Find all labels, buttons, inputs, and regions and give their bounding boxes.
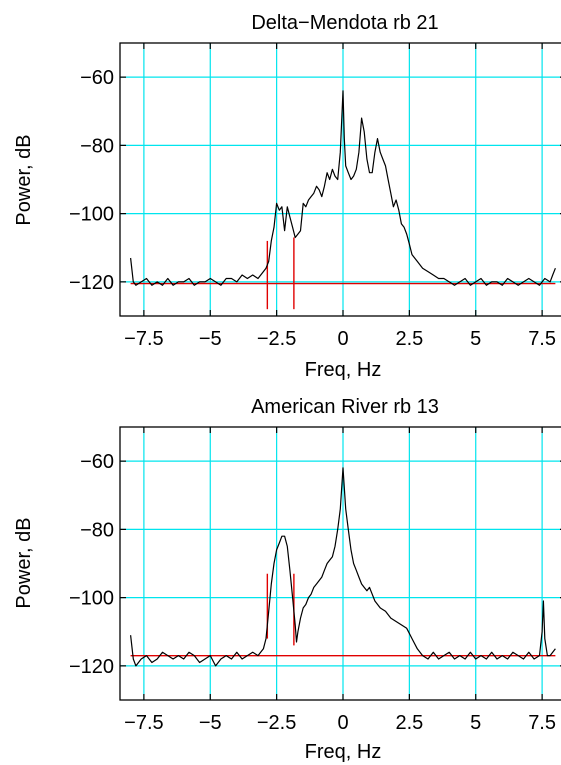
x-tick-label: 5 bbox=[470, 328, 481, 350]
spectrum-trace bbox=[130, 90, 556, 286]
tick-marks bbox=[120, 427, 561, 700]
x-tick-label: 2.5 bbox=[395, 328, 423, 350]
x-axis-label: Freq, Hz bbox=[305, 741, 382, 763]
y-tick-labels: −60 −80 −100 −120 bbox=[69, 451, 114, 678]
chart-title: Delta−Mendota rb 21 bbox=[251, 12, 438, 34]
x-tick-label: 7.5 bbox=[528, 712, 556, 734]
power-spectrum-line bbox=[130, 90, 556, 286]
y-tick-label: −100 bbox=[69, 204, 114, 226]
x-tick-labels: −7.5 −5 −2.5 0 2.5 5 7.5 bbox=[124, 328, 556, 350]
y-tick-label: −100 bbox=[69, 588, 114, 610]
panel-american-river: American River rb 13 −7.5 −5 −2.5 0 2.5 5 7.5 … bbox=[13, 396, 561, 763]
y-axis-label: Power, dB bbox=[13, 517, 35, 608]
y-tick-label: −80 bbox=[80, 135, 114, 157]
y-tick-label: −60 bbox=[80, 451, 114, 473]
x-tick-label: −2.5 bbox=[257, 712, 296, 734]
power-spectrum-line bbox=[130, 467, 556, 667]
x-tick-label: −2.5 bbox=[257, 328, 296, 350]
y-tick-label: −120 bbox=[69, 656, 114, 678]
x-tick-label: 0 bbox=[337, 712, 348, 734]
x-tick-label: 0 bbox=[337, 328, 348, 350]
x-tick-label: −7.5 bbox=[124, 712, 163, 734]
y-tick-labels: −60 −80 −100 −120 bbox=[69, 67, 114, 294]
plot-frame bbox=[119, 426, 561, 701]
grid-lines bbox=[120, 43, 561, 316]
x-tick-label: 7.5 bbox=[528, 328, 556, 350]
y-tick-label: −120 bbox=[69, 272, 114, 294]
x-tick-label: 2.5 bbox=[395, 712, 423, 734]
x-tick-label: −5 bbox=[199, 712, 222, 734]
panel-delta-mendota: Delta−Mendota rb 21 −7.5 −5 −2.5 0 2.5 5 7.5 −… bbox=[13, 12, 561, 381]
plot-frame bbox=[119, 42, 561, 317]
x-tick-label: −5 bbox=[199, 328, 222, 350]
spectrum-trace bbox=[130, 467, 556, 667]
chart-title: American River rb 13 bbox=[251, 396, 439, 418]
y-tick-label: −60 bbox=[80, 67, 114, 89]
x-tick-labels: −7.5 −5 −2.5 0 2.5 5 7.5 bbox=[124, 712, 556, 734]
tick-marks bbox=[120, 43, 561, 316]
x-axis-label: Freq, Hz bbox=[305, 359, 382, 381]
y-axis-label: Power, dB bbox=[13, 134, 35, 225]
grid-lines bbox=[120, 427, 561, 700]
y-tick-label: −80 bbox=[80, 519, 114, 541]
x-tick-label: −7.5 bbox=[124, 328, 163, 350]
x-tick-label: 5 bbox=[470, 712, 481, 734]
